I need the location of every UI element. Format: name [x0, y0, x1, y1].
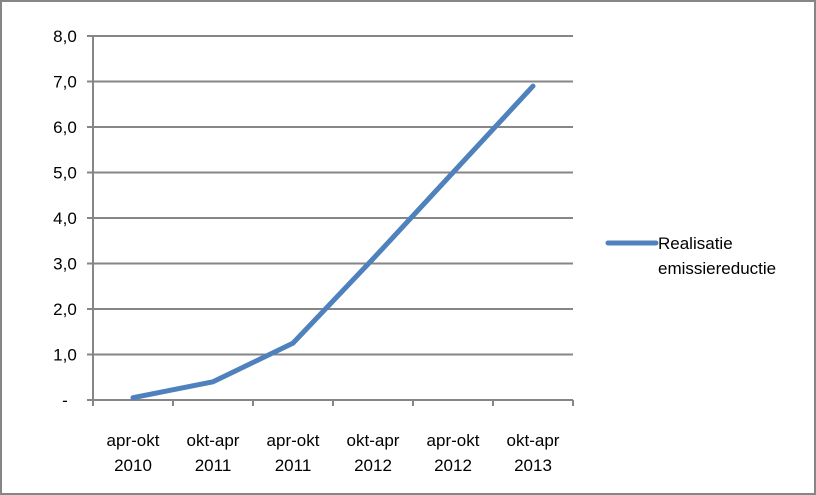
y-tick-label: 6,0	[53, 118, 77, 137]
x-tick-label: 2012	[434, 456, 472, 475]
x-tick-label: 2011	[195, 456, 232, 475]
x-tick-label: okt-apr	[347, 431, 400, 450]
x-tick-label: 2011	[275, 456, 312, 475]
x-tick-label: 2010	[114, 456, 152, 475]
x-tick-label: 2013	[514, 456, 552, 475]
x-tick-label: okt-apr	[187, 431, 240, 450]
x-tick-label: 2012	[354, 456, 392, 475]
y-tick-label: 7,0	[53, 73, 77, 92]
y-tick-label: -	[62, 391, 68, 410]
x-tick-label: okt-apr	[507, 431, 560, 450]
y-tick-label: 5,0	[53, 164, 77, 183]
data-point	[292, 342, 294, 344]
x-tick-label: apr-okt	[267, 431, 320, 450]
data-point	[452, 172, 454, 173]
y-tick-label: 1,0	[53, 346, 77, 365]
series	[130, 83, 536, 401]
y-tick-label: 3,0	[53, 255, 77, 274]
series-line	[130, 83, 536, 401]
y-tick-label: 8,0	[53, 27, 77, 46]
y-tick-label: 2,0	[53, 300, 77, 319]
data-point	[532, 85, 534, 87]
gridlines	[93, 35, 573, 356]
axes	[87, 35, 574, 406]
y-tick-label: 4,0	[53, 209, 77, 228]
legend: Realisatie emissiereductie	[605, 234, 776, 278]
data-point	[372, 258, 374, 260]
x-tick-labels: apr-okt 2010 okt-apr 2011 apr-okt 2011 okt-apr…	[107, 431, 560, 475]
legend-label: emissiereductie	[658, 259, 776, 278]
x-tick-label: apr-okt	[107, 431, 160, 450]
data-point	[132, 397, 134, 399]
y-tick-labels: - 1,0 2,0 3,0 4,0 5,0 6,0 7,0 8,0	[53, 27, 77, 410]
x-tick-label: apr-okt	[427, 431, 480, 450]
legend-label: Realisatie	[658, 234, 733, 253]
data-point	[212, 381, 214, 383]
